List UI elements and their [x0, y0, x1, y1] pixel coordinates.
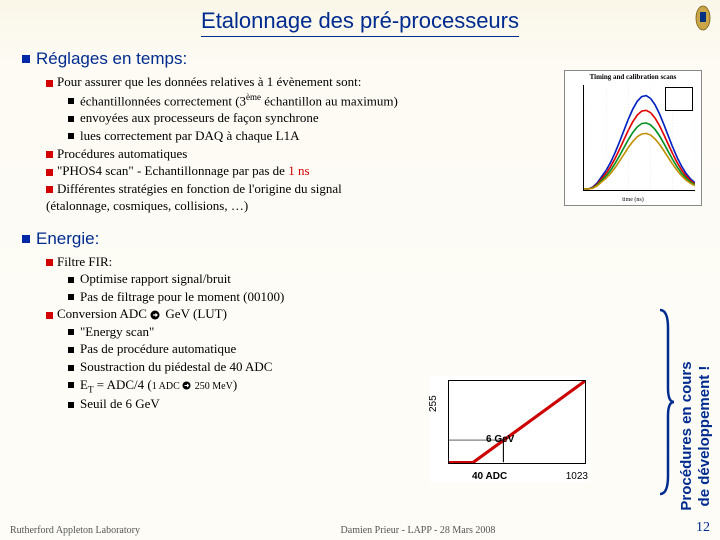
- s1-l1: Pour assurer que les données relatives à…: [57, 74, 361, 89]
- s2-l2d-d: 250 MeV: [192, 381, 233, 392]
- arrow-right-icon: [150, 310, 162, 320]
- bullet-black-icon: [68, 116, 74, 122]
- s1-l4: Différentes stratégies en fonction de l'…: [57, 181, 342, 196]
- bullet-red-icon: [46, 186, 53, 193]
- s2-l2b2: Pas de procédure automatique: [80, 341, 236, 356]
- s2-l2d-e: ): [233, 377, 237, 392]
- bullet-black-icon: [68, 277, 74, 283]
- s2-l2a2: "Energy scan": [80, 324, 154, 339]
- s1-l3b: 1 ns: [288, 163, 309, 178]
- lut-chart: 255 6 GeV 40 ADC 1023: [430, 376, 590, 482]
- s2-l1b: Pas de filtrage pour le moment (00100): [80, 289, 284, 304]
- bullet-black-icon: [68, 347, 74, 353]
- section2-heading-text: Energie:: [36, 229, 99, 249]
- lut-x-origin: 40 ADC: [472, 471, 507, 482]
- s1-l5: (étalonnage, cosmiques, collisions, …): [46, 198, 248, 213]
- s1-l3a: "PHOS4 scan" - Echantillonnage par pas d…: [57, 163, 288, 178]
- lut-plot-area: [448, 380, 586, 464]
- s1-l1c: lues correctement par DAQ à chaque L1A: [80, 128, 299, 143]
- section-heading-time: Réglages en temps:: [22, 49, 698, 69]
- bullet-black-icon: [68, 98, 74, 104]
- footer-left: Rutherford Appleton Laboratory: [10, 525, 140, 536]
- s1-l1b: envoyées aux processeurs de façon synchr…: [80, 110, 319, 125]
- s2-l1a: Optimise rapport signal/bruit: [80, 271, 231, 286]
- s2-l2b: GeV (LUT): [162, 306, 227, 321]
- sidebar-line2: de développement !: [696, 366, 713, 507]
- bullet-black-icon: [68, 294, 74, 300]
- sidebar-line1: Procédures en cours: [678, 361, 695, 510]
- s2-l1: Filtre FIR:: [57, 254, 112, 269]
- calib-title: Timing and calibration scans: [565, 73, 701, 81]
- bullet-red-icon: [46, 169, 53, 176]
- section-heading-energy: Energie:: [22, 229, 698, 249]
- footer-center: Damien Prieur - LAPP - 28 Mars 2008: [341, 525, 496, 536]
- section1-heading-text: Réglages en temps:: [36, 49, 187, 69]
- lut-ylabel: 255: [428, 395, 439, 412]
- bullet-blue-icon: [22, 235, 30, 243]
- page-title: Etalonnage des pré-processeurs: [201, 8, 519, 37]
- calib-xlabel: time (ns): [565, 197, 701, 203]
- brace-icon: [656, 308, 676, 496]
- bullet-red-icon: [46, 312, 53, 319]
- bullet-black-icon: [68, 365, 74, 371]
- bullet-black-icon: [68, 133, 74, 139]
- s1-l1a-post: échantillon au maximum): [261, 93, 398, 108]
- calib-legend: [665, 87, 693, 111]
- s2-l2d-c: 1 ADC: [152, 381, 183, 392]
- lut-xlabel: 1023: [566, 471, 588, 482]
- bullet-black-icon: [68, 402, 74, 408]
- bullet-blue-icon: [22, 55, 30, 63]
- footer: Rutherford Appleton Laboratory Damien Pr…: [0, 520, 720, 536]
- bullet-red-icon: [46, 151, 53, 158]
- s2-l2d-b: = ADC/4 (: [93, 377, 151, 392]
- page-number: 12: [696, 520, 710, 536]
- lut-mid-label: 6 GeV: [486, 434, 514, 445]
- section2-body: Filtre FIR: Optimise rapport signal/brui…: [46, 253, 698, 413]
- bullet-black-icon: [68, 382, 74, 388]
- s1-l1a-sup: ème: [246, 92, 261, 102]
- s2-l2e: Seuil de 6 GeV: [80, 396, 160, 411]
- arrow-right-icon: [182, 381, 192, 390]
- s2-l2c2: Soustraction du piédestal de 40 ADC: [80, 359, 272, 374]
- sidebar-note: Procédures en cours de développement !: [678, 336, 714, 536]
- bullet-red-icon: [46, 80, 53, 87]
- crest-icon: [694, 4, 712, 32]
- s1-l1a-pre: échantillonnées correctement (3: [80, 93, 246, 108]
- bullet-red-icon: [46, 259, 53, 266]
- s2-l2d-a: E: [80, 377, 88, 392]
- s2-l2a: Conversion ADC: [57, 306, 150, 321]
- s1-l2: Procédures automatiques: [57, 146, 187, 161]
- bullet-black-icon: [68, 329, 74, 335]
- calibration-chart: Timing and calibration scans time (ns): [564, 70, 702, 206]
